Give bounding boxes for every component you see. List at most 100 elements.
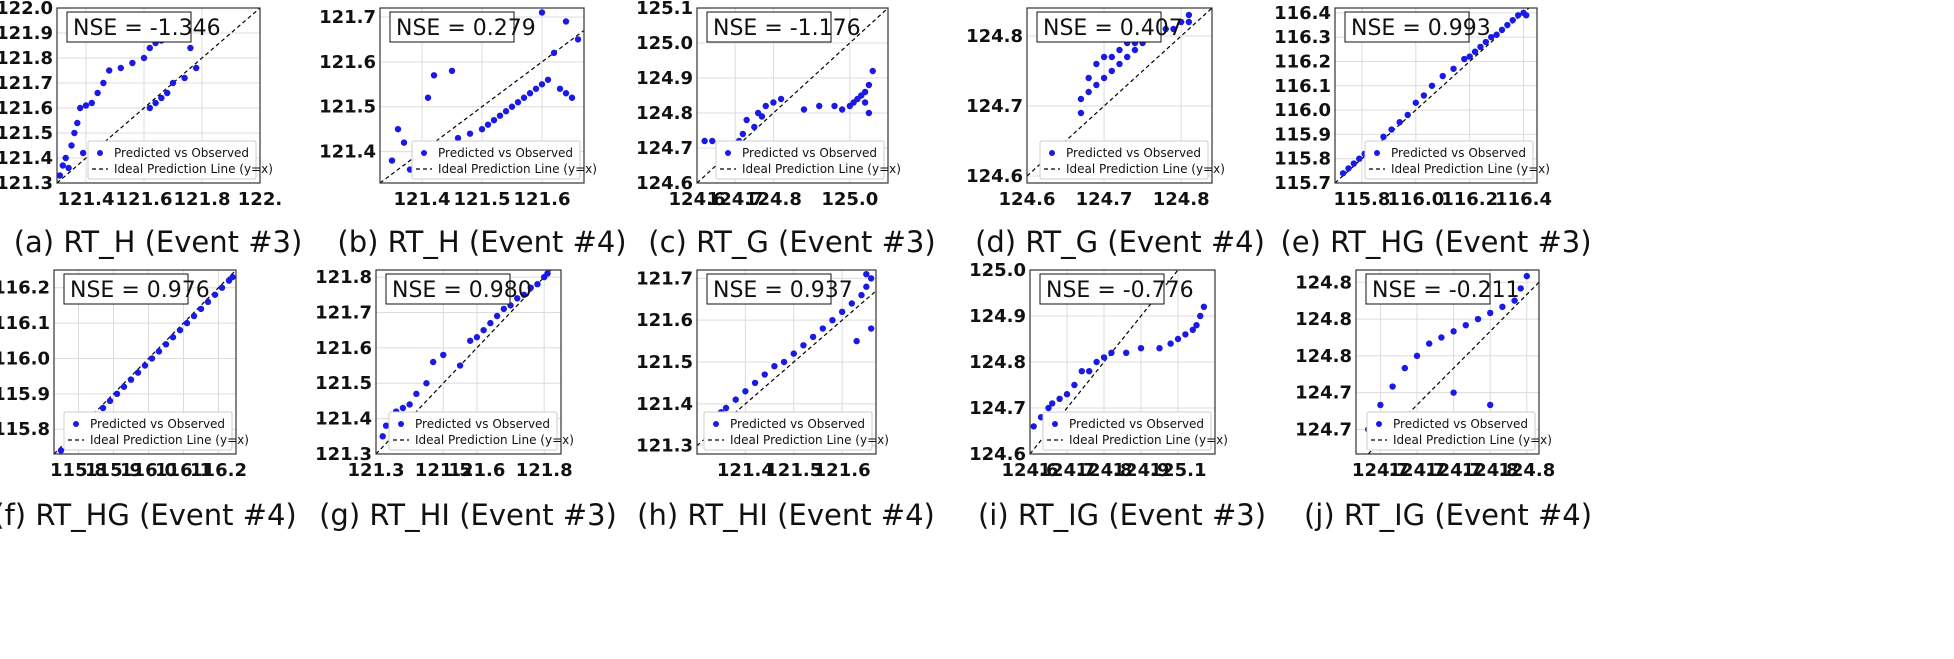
legend-box: [388, 411, 558, 451]
y-tick-label: 124.8: [969, 352, 1026, 373]
y-tick-label: 124.7: [1295, 419, 1352, 440]
data-point: [454, 134, 462, 142]
nse-box: [385, 273, 511, 305]
data-point: [790, 350, 797, 357]
data-point: [1123, 349, 1130, 356]
data-point: [79, 149, 87, 157]
x-tick-label: 121.3: [348, 460, 405, 481]
data-point: [1030, 423, 1037, 430]
x-tick-label: 122.: [238, 189, 282, 210]
y-tick-label: 124.8: [1295, 272, 1352, 293]
data-point: [1477, 43, 1484, 51]
scatter-panel: 121.4 121.6 121.8 122.121.3121.4121.5121.61…: [0, 0, 302, 259]
x-tick-label: 121.4: [717, 460, 774, 481]
data-point: [1100, 74, 1108, 82]
y-tick-label: 121.7: [319, 7, 376, 28]
data-point: [1487, 401, 1494, 409]
data-point: [424, 94, 432, 101]
data-point: [1356, 155, 1363, 162]
y-tick-label: 124.7: [1295, 383, 1352, 404]
data-point: [94, 89, 101, 97]
legend-label-points: Predicted vs Observed: [742, 146, 877, 160]
data-point: [709, 137, 716, 145]
data-point: [88, 99, 96, 107]
data-point: [1401, 364, 1409, 372]
data-point: [146, 104, 153, 112]
scatter-panel: 124.6 124.7 124.8 124.6 124.7 124.8 NSE = 0.40…: [966, 7, 1265, 259]
data-point: [169, 334, 177, 341]
nse-label: NSE = 0.976: [70, 278, 210, 303]
data-point: [1450, 389, 1457, 396]
x-tick-label: 115.8: [50, 460, 107, 481]
data-point: [1426, 340, 1433, 347]
ideal-prediction-line: [696, 290, 877, 447]
data-point: [743, 116, 750, 124]
data-point: [1063, 391, 1071, 398]
data-point: [1450, 65, 1457, 72]
data-point: [1167, 340, 1174, 347]
data-point: [1482, 38, 1490, 46]
legend-point-marker: [713, 421, 719, 427]
y-tick-label: 115.9: [1274, 124, 1331, 145]
y-tick-label: 124.8: [966, 26, 1023, 47]
data-point: [1056, 395, 1063, 402]
data-point: [1509, 16, 1516, 24]
y-tick-label: 116.0: [0, 348, 50, 369]
data-point: [158, 94, 165, 102]
nse-label: NSE = 0.980: [392, 278, 532, 303]
y-tick-label: 121.6: [319, 52, 376, 73]
x-tick-label: 115.9: [85, 460, 142, 481]
y-tick-label: 122.0: [0, 0, 53, 19]
nse-label: NSE = -0.776: [1046, 278, 1194, 303]
data-point: [514, 99, 522, 106]
nse-box: [706, 273, 832, 305]
y-tick-label: 124.6: [969, 444, 1026, 465]
x-tick-label: 124.6: [1002, 460, 1059, 481]
data-point: [440, 351, 447, 359]
legend-label-points: Predicted vs Observed: [1393, 417, 1528, 431]
nse-box: [1365, 273, 1491, 305]
data-point: [858, 291, 865, 299]
data-point: [190, 312, 198, 320]
x-tick-label: 124.6: [669, 189, 726, 210]
x-tick-label: 124.8: [1462, 460, 1519, 481]
x-tick-label: 124.8: [745, 189, 802, 210]
data-point: [1404, 111, 1411, 119]
x-tick-label: 124.7: [1352, 460, 1409, 481]
nse-label: NSE = 0.279: [396, 16, 536, 41]
data-point: [68, 142, 75, 149]
data-point: [1389, 383, 1396, 390]
legend-label-line: Ideal Prediction Line (y=x): [742, 162, 901, 176]
data-point: [761, 371, 768, 378]
data-point: [562, 18, 570, 25]
data-point: [500, 305, 508, 313]
data-point: [538, 81, 546, 88]
data-point: [82, 102, 90, 109]
legend-point-marker: [97, 150, 103, 156]
nse-box: [389, 11, 515, 43]
data-point: [487, 319, 494, 327]
data-point: [211, 291, 219, 298]
data-point: [113, 390, 121, 398]
legend-box: [715, 140, 885, 180]
y-tick-label: 124.6: [966, 166, 1023, 187]
data-point: [480, 326, 487, 334]
data-point: [1189, 326, 1197, 333]
data-point: [861, 99, 869, 106]
legend-label-line: Ideal Prediction Line (y=x): [730, 433, 889, 447]
x-tick-label: 121.5: [415, 460, 472, 481]
data-point: [816, 102, 823, 110]
y-tick-label: 116.1: [0, 313, 50, 334]
data-point: [59, 162, 66, 169]
y-tick-label: 121.3: [315, 444, 372, 465]
x-tick-label: 116.2: [190, 460, 247, 481]
data-point: [534, 280, 541, 288]
data-point: [484, 121, 492, 128]
data-point: [1078, 368, 1086, 375]
nse-label: NSE = 0.407: [1043, 16, 1183, 41]
nse-box: [1039, 273, 1165, 305]
y-tick-label: 121.5: [315, 373, 372, 394]
x-tick-label: 116.0: [120, 460, 177, 481]
